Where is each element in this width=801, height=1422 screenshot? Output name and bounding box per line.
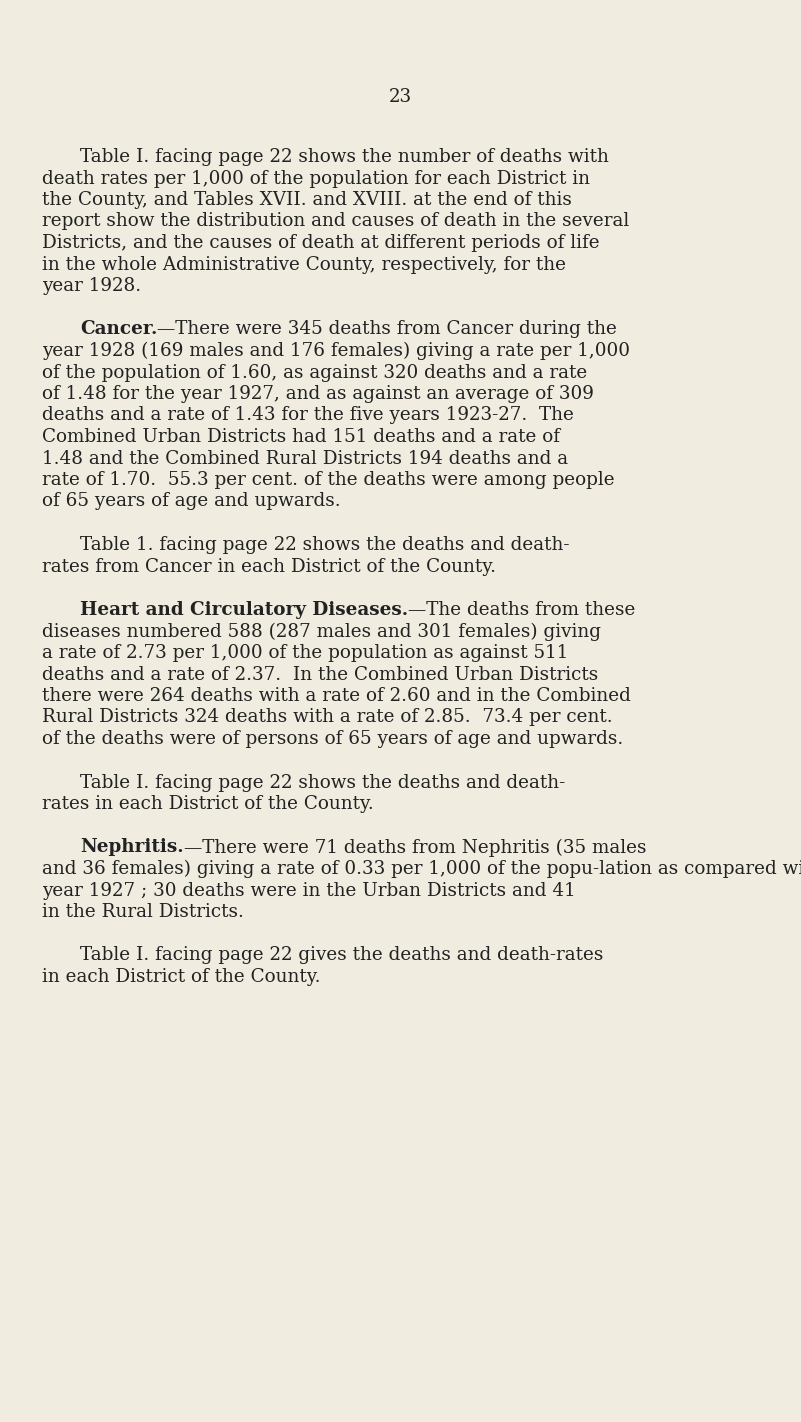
Text: of 65 years of age and upwards.: of 65 years of age and upwards. — [42, 492, 340, 510]
Text: in the whole Administrative County, respectively, for the: in the whole Administrative County, resp… — [42, 256, 566, 273]
Text: 1.48 and the Combined Rural Districts 194 deaths and a: 1.48 and the Combined Rural Districts 19… — [42, 449, 568, 468]
Text: rates from Cancer in each District of the County.: rates from Cancer in each District of th… — [42, 557, 496, 576]
Text: —There were 71 deaths from Nephritis (35 males: —There were 71 deaths from Nephritis (35… — [183, 839, 646, 856]
Text: Nephritis.: Nephritis. — [80, 839, 183, 856]
Text: year 1927 ; 30 deaths were in the Urban Districts and 41: year 1927 ; 30 deaths were in the Urban … — [42, 882, 576, 900]
Text: rates in each District of the County.: rates in each District of the County. — [42, 795, 374, 813]
Text: —The deaths from these: —The deaths from these — [409, 602, 635, 619]
Text: death rates per 1,000 of the population for each District in: death rates per 1,000 of the population … — [42, 169, 590, 188]
Text: Heart and Circulatory Diseases.: Heart and Circulatory Diseases. — [80, 602, 409, 619]
Text: year 1928.: year 1928. — [42, 277, 141, 294]
Text: rate of 1.70.  55.3 per cent. of the deaths were among people: rate of 1.70. 55.3 per cent. of the deat… — [42, 471, 614, 489]
Text: Combined Urban Districts had 151 deaths and a rate of: Combined Urban Districts had 151 deaths … — [42, 428, 560, 447]
Text: of the population of 1.60, as against 320 deaths and a rate: of the population of 1.60, as against 32… — [42, 364, 587, 381]
Text: in the Rural Districts.: in the Rural Districts. — [42, 903, 244, 921]
Text: and 36 females) giving a rate of 0.33 per 1,000 of the popu­lation as compared w: and 36 females) giving a rate of 0.33 pe… — [42, 860, 801, 879]
Text: of the deaths were of persons of 65 years of age and upwards.: of the deaths were of persons of 65 year… — [42, 729, 623, 748]
Text: Table I. facing page 22 shows the deaths and death-: Table I. facing page 22 shows the deaths… — [80, 774, 566, 792]
Text: deaths and a rate of 1.43 for the five years 1923-27.  The: deaths and a rate of 1.43 for the five y… — [42, 407, 574, 425]
Text: Table I. facing page 22 shows the number of deaths with: Table I. facing page 22 shows the number… — [80, 148, 609, 166]
Text: there were 264 deaths with a rate of 2.60 and in the Combined: there were 264 deaths with a rate of 2.6… — [42, 687, 631, 705]
Text: Rural Districts 324 deaths with a rate of 2.85.  73.4 per cent.: Rural Districts 324 deaths with a rate o… — [42, 708, 613, 727]
Text: Table I. facing page 22 gives the deaths and death-rates: Table I. facing page 22 gives the deaths… — [80, 947, 603, 964]
Text: a rate of 2.73 per 1,000 of the population as against 511: a rate of 2.73 per 1,000 of the populati… — [42, 644, 569, 663]
Text: diseases numbered 588 (287 males and 301 females) giving: diseases numbered 588 (287 males and 301… — [42, 623, 601, 641]
Text: Cancer.: Cancer. — [80, 320, 157, 338]
Text: report show the distribution and causes of death in the several: report show the distribution and causes … — [42, 212, 630, 230]
Text: —There were 345 deaths from Cancer during the: —There were 345 deaths from Cancer durin… — [157, 320, 618, 338]
Text: Districts, and the causes of death at different periods of life: Districts, and the causes of death at di… — [42, 235, 600, 252]
Text: in each District of the County.: in each District of the County. — [42, 968, 320, 985]
Text: of 1.48 for the year 1927, and as against an average of 309: of 1.48 for the year 1927, and as agains… — [42, 385, 594, 402]
Text: deaths and a rate of 2.37.  In the Combined Urban Districts: deaths and a rate of 2.37. In the Combin… — [42, 665, 598, 684]
Text: the County, and Tables XVII. and XVIII. at the end of this: the County, and Tables XVII. and XVIII. … — [42, 191, 572, 209]
Text: 23: 23 — [389, 88, 412, 107]
Text: year 1928 (169 males and 176 females) giving a rate per 1,000: year 1928 (169 males and 176 females) gi… — [42, 343, 630, 360]
Text: Table 1. facing page 22 shows the deaths and death-: Table 1. facing page 22 shows the deaths… — [80, 536, 570, 555]
